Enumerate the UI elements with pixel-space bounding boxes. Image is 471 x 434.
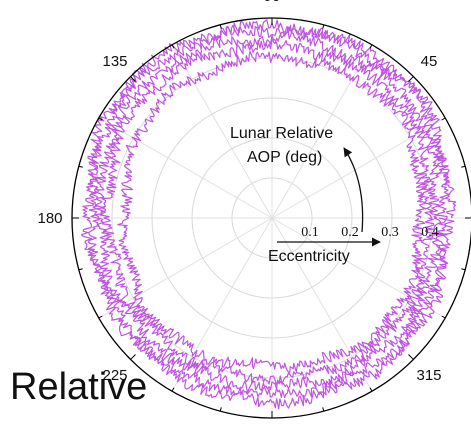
- angle-tick: [130, 76, 136, 82]
- angle-labels: 04590135180225270315: [37, 0, 441, 434]
- angle-label-45: 45: [421, 53, 438, 70]
- angle-label-270: 270: [259, 432, 284, 434]
- angle-tick: [369, 44, 373, 49]
- angle-tick: [369, 387, 373, 392]
- angle-tick: [322, 24, 325, 29]
- aop-arrow: [343, 147, 364, 233]
- trajectory-line-4: [87, 25, 451, 399]
- grid-spoke: [171, 44, 273, 219]
- angle-label-225: 225: [102, 367, 127, 384]
- angle-tick: [78, 165, 83, 168]
- angle-tick: [171, 387, 175, 392]
- angle-tick: [322, 407, 325, 412]
- angle-tick: [98, 315, 103, 319]
- polar-frame: [71, 17, 471, 419]
- angle-tick: [219, 24, 222, 29]
- angle-tick: [461, 268, 466, 271]
- angle-label-135: 135: [102, 53, 127, 70]
- grid-spoke: [271, 217, 373, 392]
- angle-tick: [461, 165, 466, 168]
- angle-tick: [408, 354, 414, 360]
- eccentricity-annotation: Eccentricity: [268, 248, 350, 265]
- trajectory-line-1: [117, 50, 427, 374]
- angle-tick: [98, 117, 103, 121]
- grid-spoke: [98, 217, 273, 319]
- angle-label-315: 315: [416, 367, 441, 384]
- radial-tick-label-2: 0.2: [341, 225, 359, 240]
- eccentricity-trajectories: [80, 19, 457, 410]
- angle-tick: [441, 117, 446, 121]
- grid-spoke: [98, 117, 273, 219]
- aop-annotation-line1: Lunar Relative: [230, 125, 333, 142]
- angle-tick: [219, 407, 222, 412]
- angle-label-180: 180: [37, 210, 62, 227]
- angle-tick: [408, 76, 414, 82]
- radial-tick-label-3: 0.3: [381, 225, 399, 240]
- grid-spoke: [271, 217, 446, 319]
- radial-tick-labels: 0.1 0.2 0.3 0.4: [301, 225, 439, 240]
- caption-text: Relative: [10, 366, 148, 408]
- angle-tick: [171, 44, 175, 49]
- aop-annotation-line2: AOP (deg): [247, 149, 322, 166]
- grid-spoke: [271, 44, 373, 219]
- angle-tick: [130, 354, 136, 360]
- trajectory-line-2: [99, 38, 435, 386]
- angle-tick: [78, 268, 83, 271]
- radial-tick-label-1: 0.1: [301, 225, 319, 240]
- angle-label-90: 90: [264, 0, 281, 5]
- polar-grid: [72, 18, 471, 418]
- angle-tick: [441, 315, 446, 319]
- trajectory-line-3: [93, 31, 443, 394]
- grid-spoke: [271, 117, 446, 219]
- radial-tick-label-4: 0.4: [421, 225, 439, 240]
